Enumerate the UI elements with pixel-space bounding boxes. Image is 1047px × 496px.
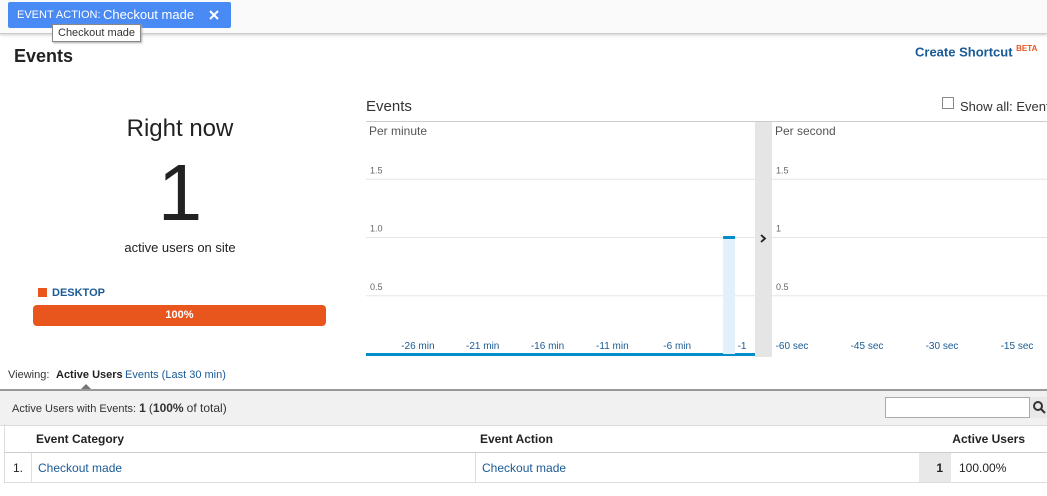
row-index: 1. — [13, 461, 24, 475]
panel-title: Per second — [775, 124, 836, 138]
col-header[interactable]: Event Category — [36, 432, 125, 446]
summary-rest: of total) — [186, 401, 227, 415]
filter-value: Checkout made — [103, 7, 195, 22]
summary-percent: 100% — [152, 401, 184, 415]
legend-swatch — [38, 288, 47, 297]
tab[interactable]: Events (Last 30 min) — [125, 369, 226, 381]
y-tick-label: 1.0 — [370, 224, 383, 234]
x-tick-label: -6 min — [663, 341, 691, 352]
filter-label: EVENT ACTION: — [17, 9, 101, 21]
x-tick-label: -60 sec — [776, 341, 809, 352]
col-header[interactable]: Active Users — [952, 432, 1025, 446]
row-percent: 100.00% — [959, 461, 1007, 475]
viewing-label: Viewing: — [8, 369, 50, 381]
y-tick-label: 1.5 — [370, 165, 383, 175]
create-shortcut[interactable]: Create Shortcut BETA — [915, 44, 1037, 59]
bar — [723, 237, 736, 354]
row-count: 1 — [936, 461, 943, 475]
summary-label: Active Users with Events: — [12, 403, 137, 415]
right-now-title: Right now — [126, 115, 234, 142]
shortcut-text[interactable]: Create Shortcut — [915, 44, 1013, 60]
x-tick-label: -45 sec — [851, 341, 884, 352]
active-caption: active users on site — [124, 240, 236, 255]
action-link[interactable]: Checkout made — [482, 461, 567, 475]
events-chart: Per minute 0.5 1.0 1.5 -26 min -21 min -16 min… — [366, 121, 1047, 357]
y-tick-label: 0.5 — [776, 282, 789, 292]
y-tick-label: 1 — [776, 224, 781, 234]
page-title: Events — [14, 46, 74, 66]
summary-count: 1 — [139, 401, 146, 415]
x-tick-label: -1 — [738, 341, 747, 352]
summary-text: Active Users with Events: 1 (100% of tot… — [12, 401, 227, 415]
close-icon[interactable] — [209, 10, 219, 20]
col-header[interactable]: Event Action — [480, 432, 553, 446]
device-bar — [33, 305, 326, 326]
y-tick-label: 1.5 — [776, 165, 789, 175]
tab-active[interactable]: Active Users — [56, 369, 123, 381]
header-row: Event Category Event Action Active Users — [4, 424, 1047, 453]
tab-pointer — [80, 384, 92, 390]
search-box[interactable] — [885, 397, 1030, 418]
y-tick-label: 0.5 — [370, 282, 383, 292]
panel-title: Per minute — [369, 124, 427, 138]
x-tick-label: -11 min — [596, 341, 629, 352]
x-tick-label: -21 min — [466, 341, 499, 352]
device-track: 100% — [33, 305, 326, 326]
active-count: 1 — [157, 148, 203, 237]
summary-open: ( — [148, 401, 153, 415]
device-value-label: 100% — [165, 309, 194, 321]
filter-chip[interactable]: EVENT ACTION: Checkout made — [8, 2, 231, 28]
x-tick-label: -30 sec — [926, 341, 959, 352]
tooltip: Checkout made — [52, 24, 142, 42]
category-link[interactable]: Checkout made — [38, 461, 123, 475]
device-name: DESKTOP — [52, 287, 105, 299]
data-row: 1. Checkout made Checkout made 1 100.00% — [4, 453, 1047, 483]
chart-title: Events — [366, 98, 412, 115]
summary-row: Active Users with Events: 1 (100% of tot… — [0, 389, 1047, 426]
show-all-label[interactable]: Show all: Event — [960, 99, 1047, 114]
search-button[interactable] — [1030, 397, 1047, 418]
checkbox[interactable] — [942, 97, 954, 109]
x-tick-label: -26 min — [401, 341, 434, 352]
x-tick-label: -16 min — [531, 341, 564, 352]
x-tick-label: -15 sec — [1001, 341, 1034, 352]
beta-badge: BETA — [1016, 44, 1038, 53]
cell — [31, 453, 476, 482]
expand-arrow[interactable] — [760, 234, 767, 243]
count-cell — [919, 453, 951, 482]
